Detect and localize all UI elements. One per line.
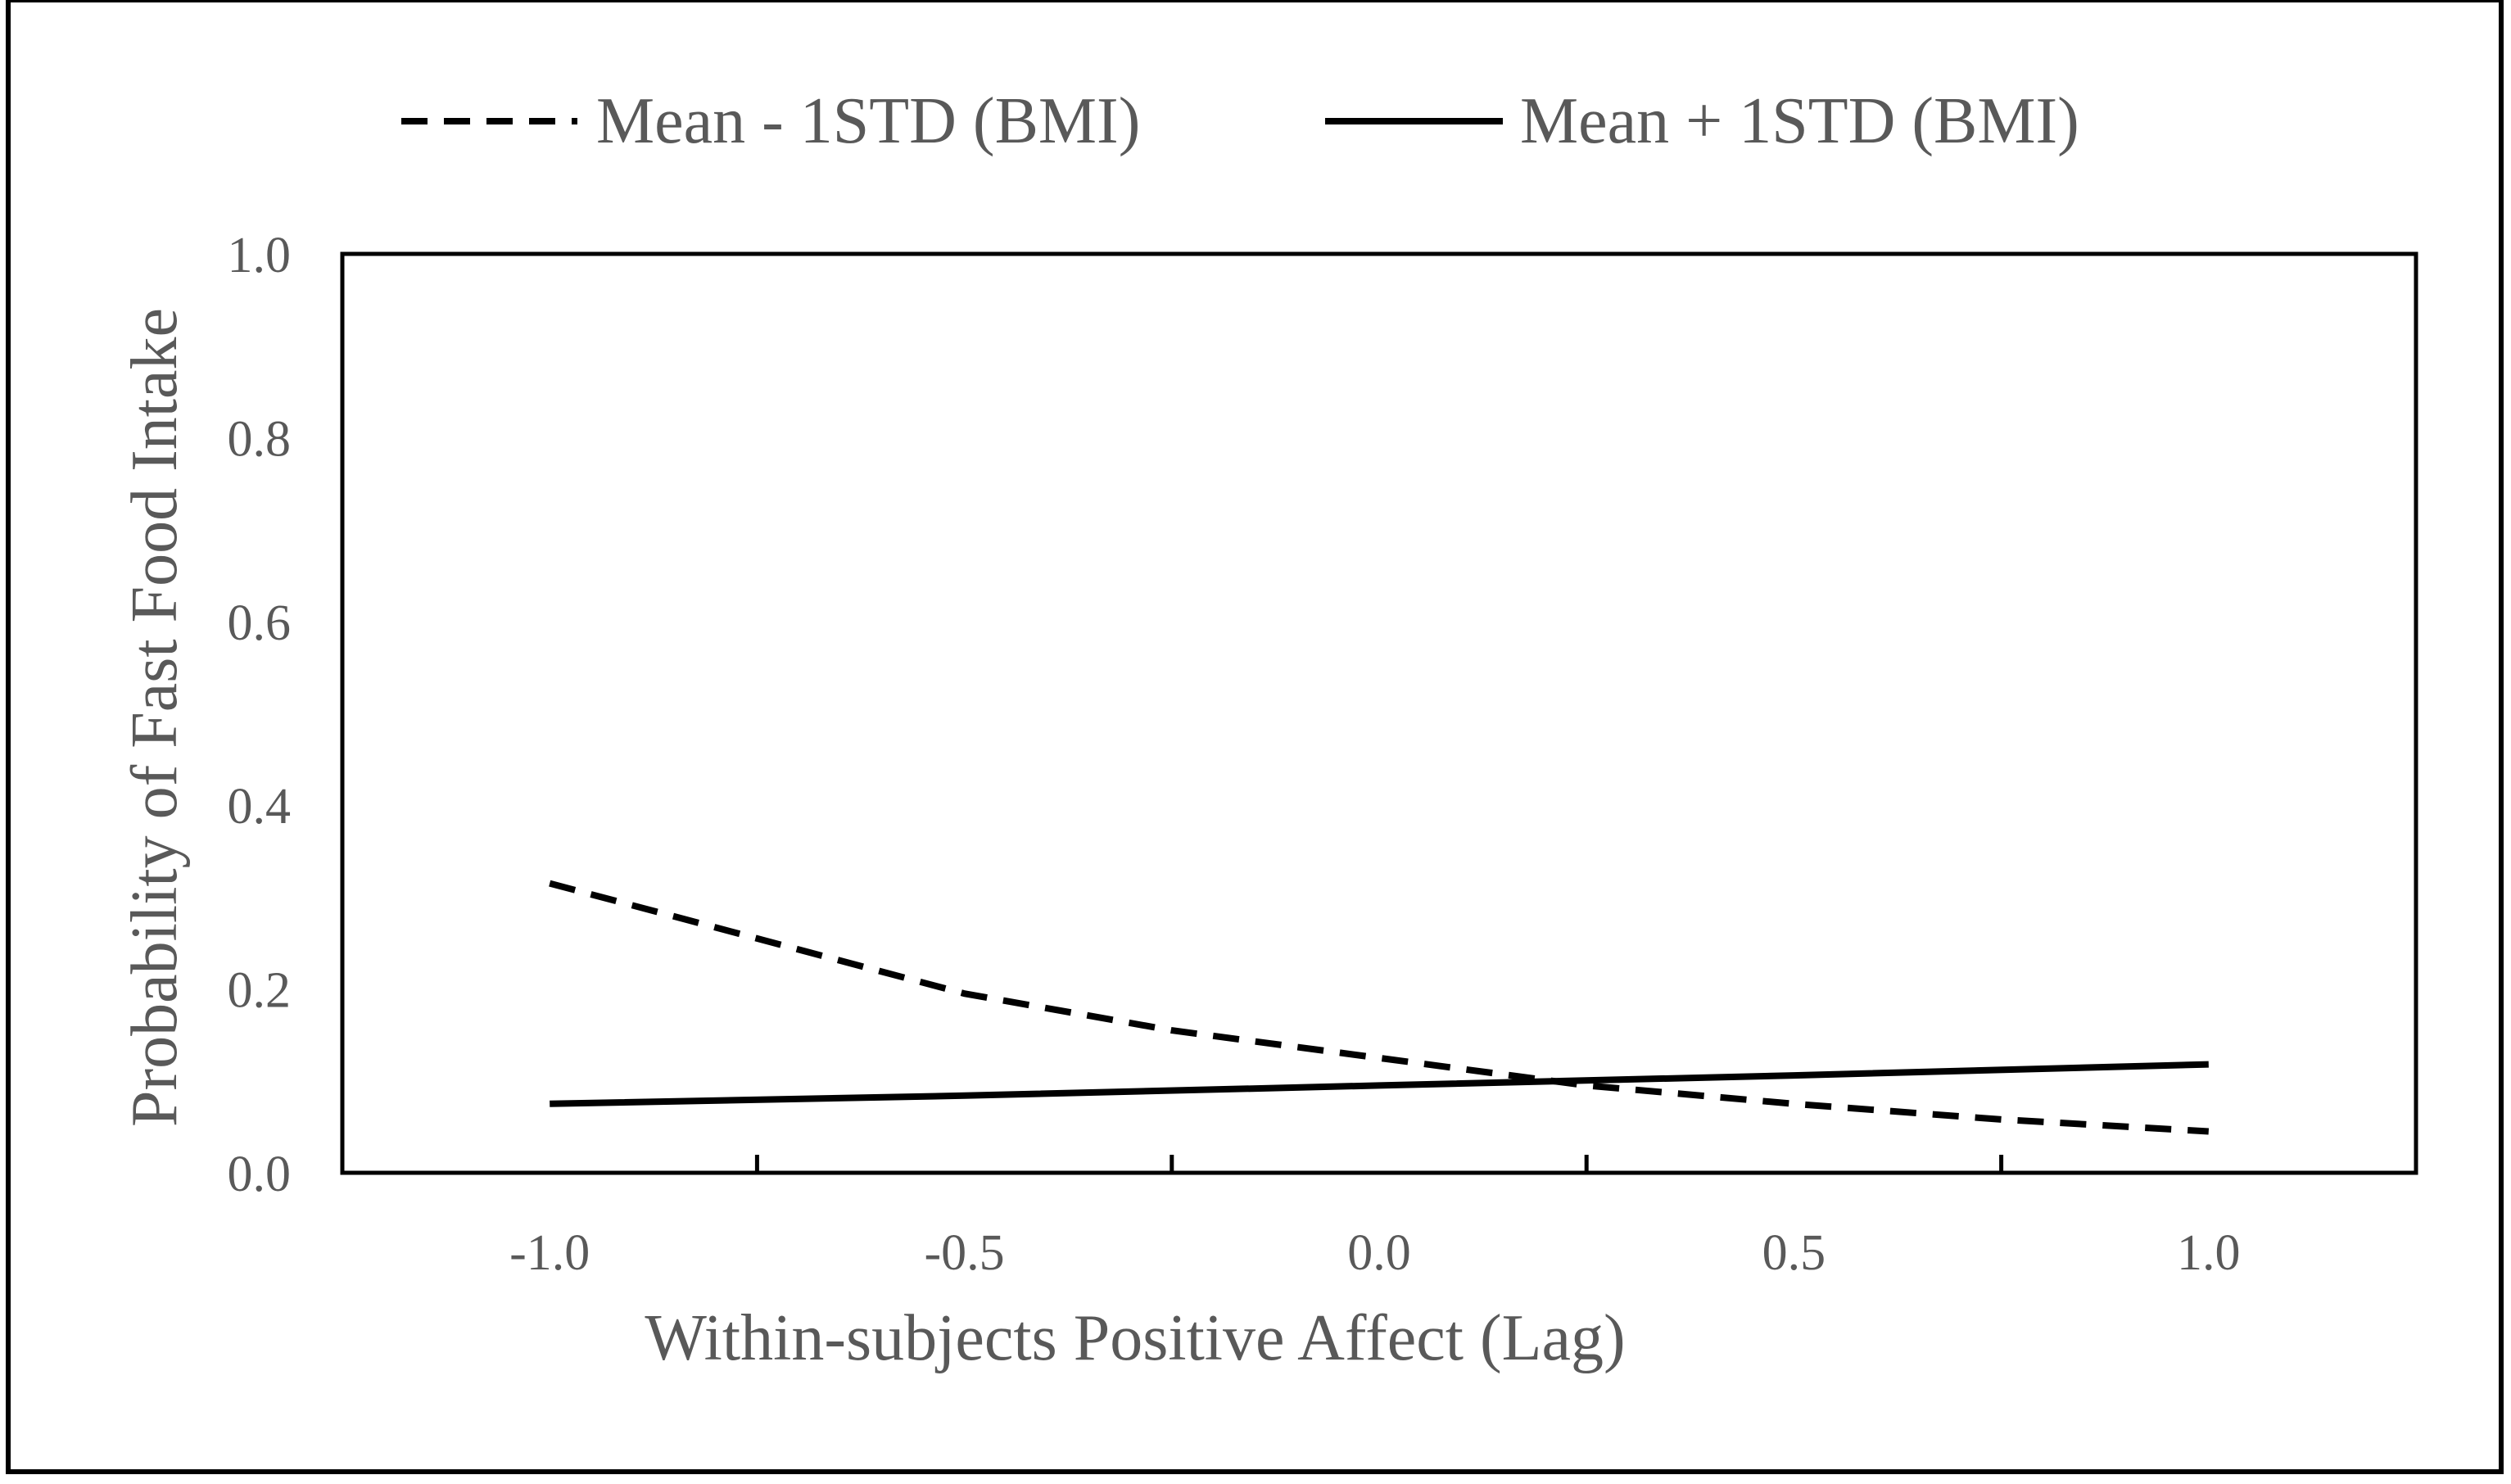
- y-axis-ticks: 0.0 0.2 0.4 0.6 0.8 1.0: [228, 228, 292, 1202]
- y-tick-label: 0.2: [228, 963, 292, 1019]
- y-tick-label: 0.4: [228, 779, 292, 835]
- series-line-mean-minus-1std: [549, 880, 2210, 1135]
- x-tick-label: -0.5: [925, 1225, 1005, 1281]
- x-tick-label: -1.0: [509, 1225, 590, 1281]
- legend: Mean - 1STD (BMI) Mean + 1STD (BMI): [401, 85, 2079, 157]
- x-tick-label: 1.0: [2177, 1225, 2241, 1281]
- x-axis-ticks: -1.0 -0.5 0.0 0.5 1.0: [509, 1155, 2241, 1281]
- y-tick-label: 0.8: [228, 411, 292, 467]
- legend-label: Mean - 1STD (BMI): [596, 85, 1140, 157]
- plot-area-border: [340, 251, 2418, 1175]
- x-tick-label: 0.0: [1347, 1225, 1411, 1281]
- figure-outer-border: [6, 0, 2504, 1474]
- series-layer: [549, 880, 2210, 1135]
- y-axis-label: Probability of Fast Food Intake: [119, 308, 191, 1127]
- x-axis-label: Within-subjects Positive Affect (Lag): [645, 1302, 1625, 1374]
- legend-label: Mean + 1STD (BMI): [1520, 85, 2079, 157]
- y-tick-label: 0.6: [228, 595, 292, 651]
- series-line-mean-plus-1std: [550, 1061, 2209, 1107]
- y-tick-label: 0.0: [228, 1147, 292, 1202]
- x-tick-label: 0.5: [1762, 1225, 1826, 1281]
- y-tick-label: 1.0: [228, 228, 292, 283]
